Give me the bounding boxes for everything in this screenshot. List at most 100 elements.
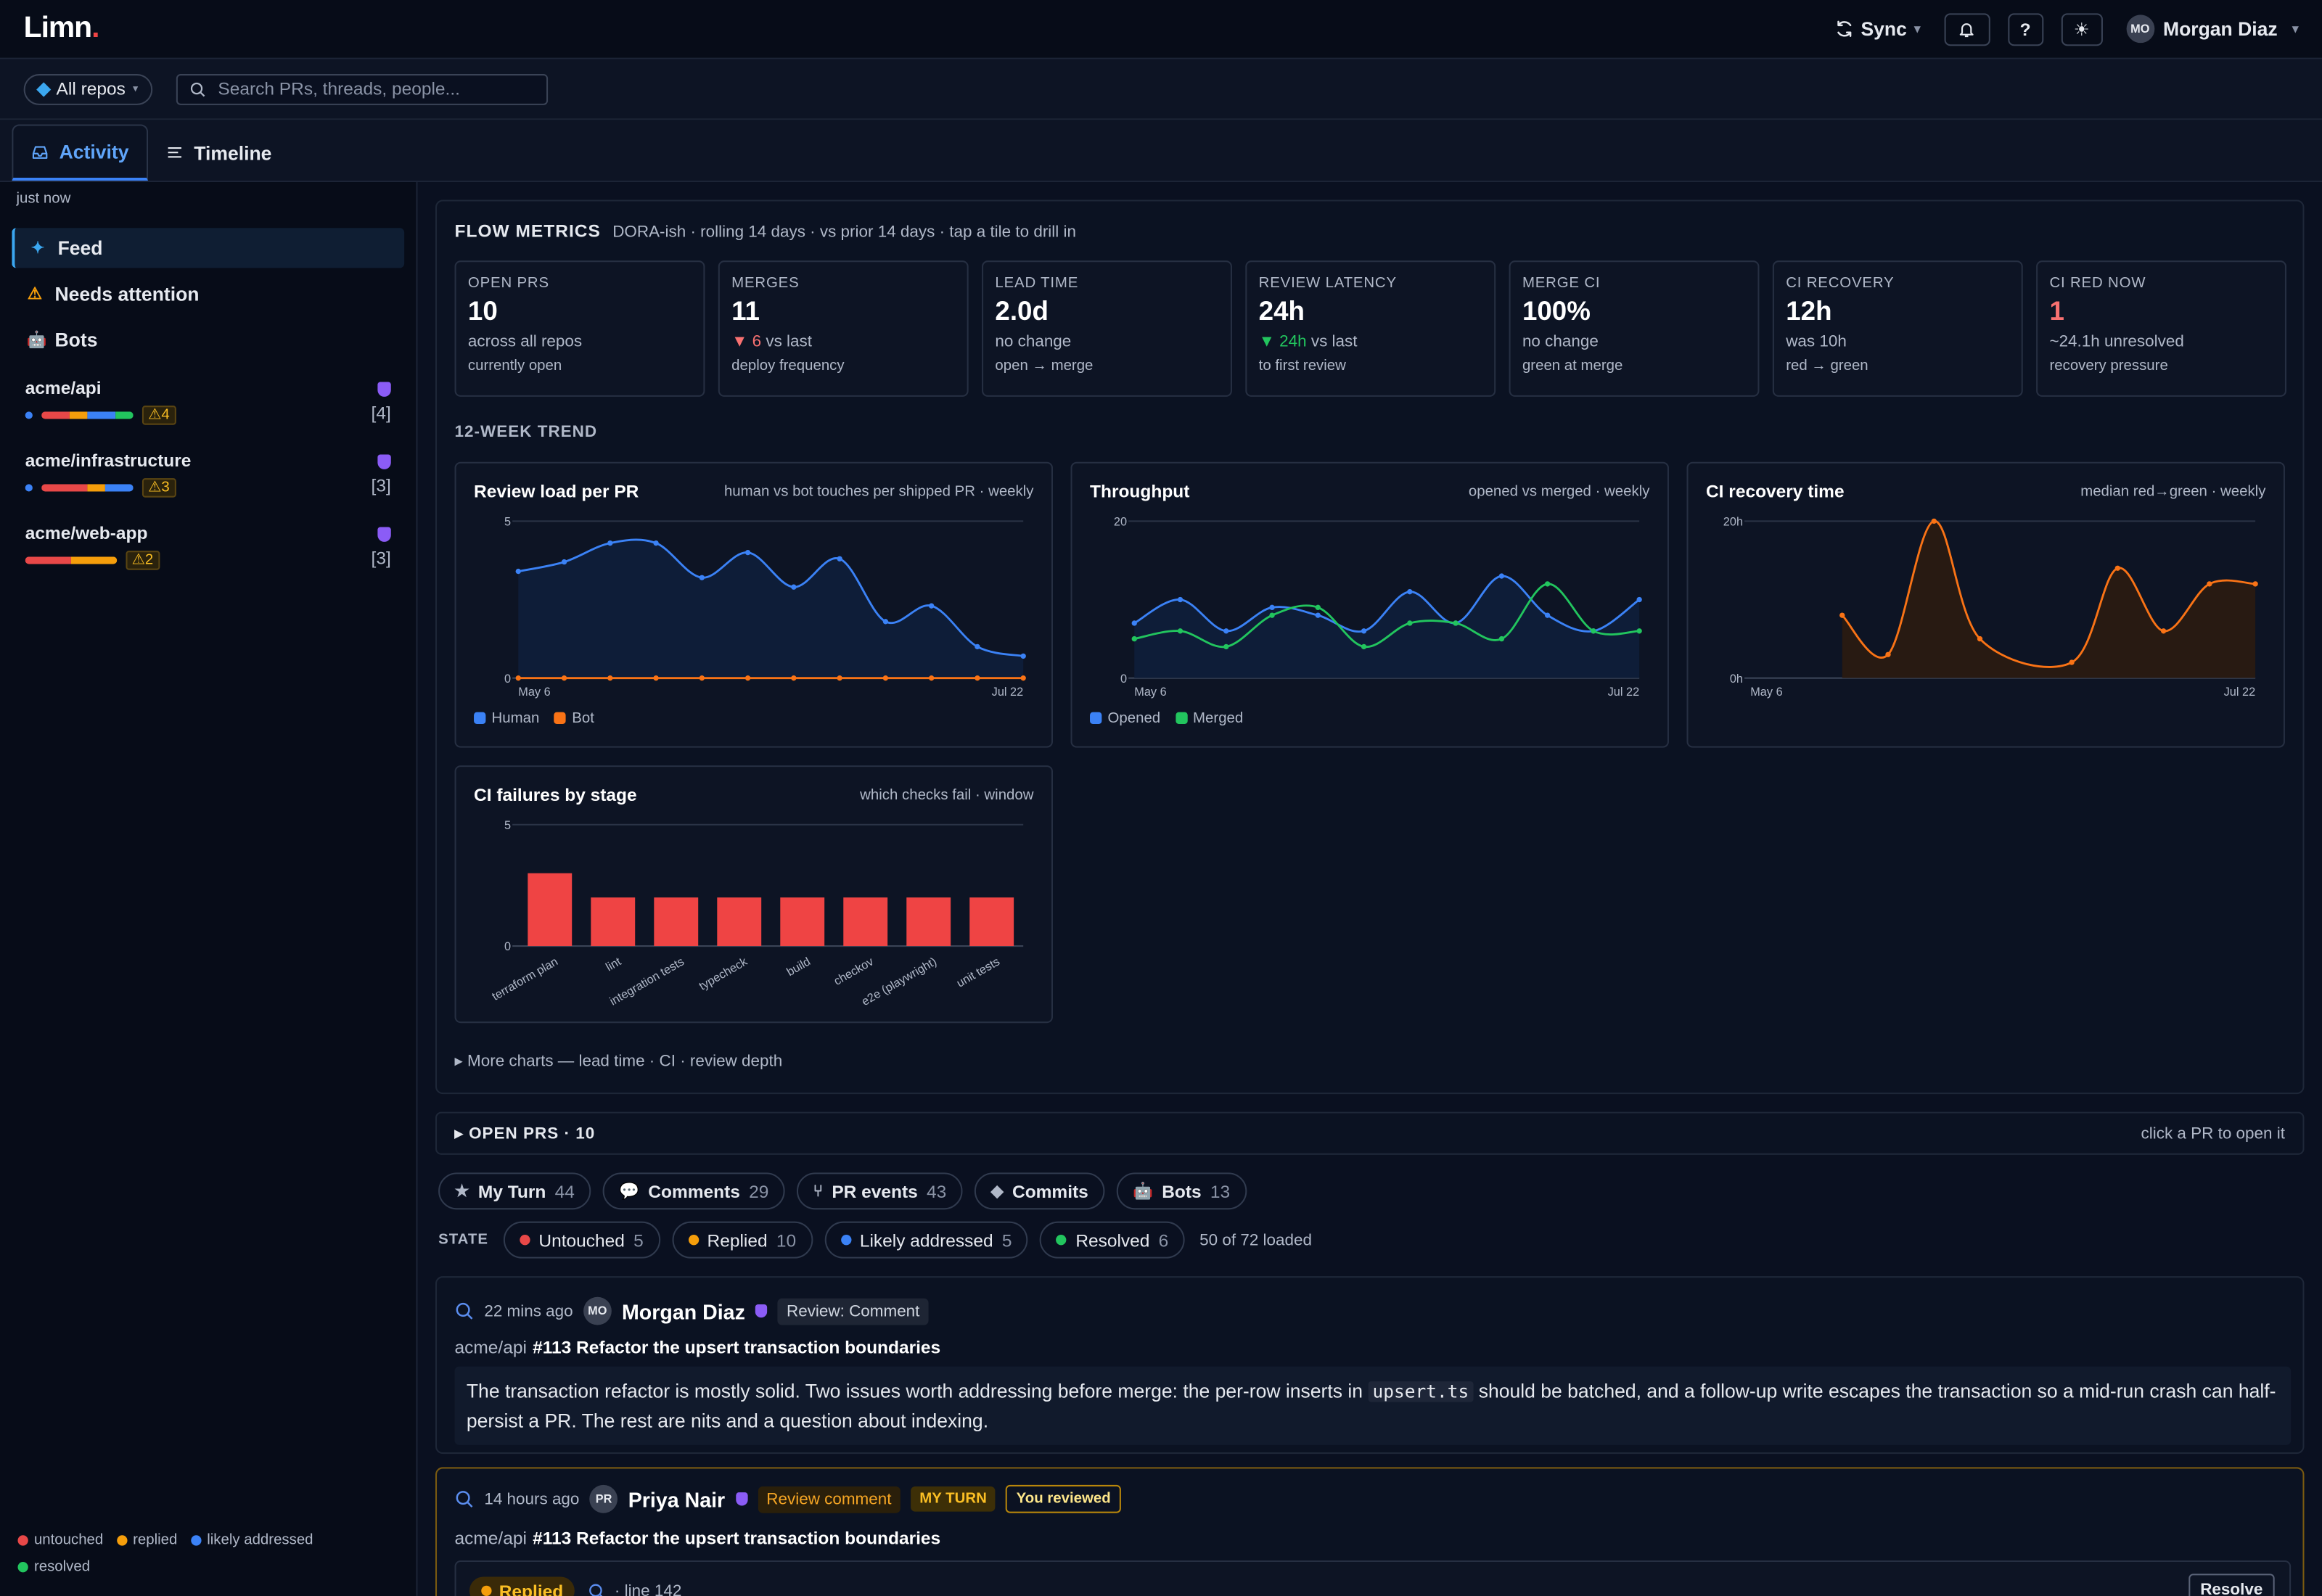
sidebar-repo[interactable]: acme/web-app ⚠2 [3] bbox=[0, 522, 416, 577]
feed-item[interactable]: 22 mins ago MO Morgan Diaz Review: Comme… bbox=[435, 1276, 2305, 1455]
state-chip[interactable]: Likely addressed 5 bbox=[824, 1221, 1029, 1259]
x-tick-label: Jul 22 bbox=[2224, 686, 2256, 699]
pr-reference[interactable]: acme/api #113 Refactor the upsert transac… bbox=[455, 1337, 941, 1358]
repo-name: acme/web-app bbox=[25, 522, 148, 543]
metric-tile[interactable]: CI RED NOW 1 ~24.1h unresolved recovery pre… bbox=[2036, 260, 2286, 397]
app-logo[interactable]: Limn. bbox=[23, 12, 100, 45]
sidebar-item-label: Feed bbox=[57, 236, 103, 260]
state-chip[interactable]: Untouched 5 bbox=[503, 1221, 660, 1259]
chart-ci-recovery[interactable]: CI recovery time median red→green · weekl… bbox=[1686, 461, 2285, 748]
sidebar: just now ✦ Feed ⚠ Needs attention 🤖 Bots… bbox=[0, 182, 418, 1596]
metric-tile[interactable]: CI RECOVERY 12h was 10h red → green bbox=[1772, 260, 2023, 397]
kind-chip[interactable]: 🤖 Bots 13 bbox=[1116, 1172, 1247, 1210]
search-input[interactable]: Search PRs, threads, people... bbox=[176, 73, 549, 104]
sidebar-item-needs-attention[interactable]: ⚠ Needs attention bbox=[12, 274, 404, 314]
data-point bbox=[882, 619, 889, 625]
repo-icon bbox=[36, 81, 52, 96]
tab-timeline[interactable]: Timeline bbox=[148, 124, 290, 181]
data-point bbox=[1131, 620, 1137, 626]
x-tick-label: May 6 bbox=[1750, 686, 1782, 699]
state-dot bbox=[519, 1235, 530, 1246]
metric-tile[interactable]: REVIEW LATENCY 24h ▼ 24h vs last to first r… bbox=[1245, 260, 1496, 397]
theme-toggle[interactable]: ☀ bbox=[2061, 12, 2103, 46]
warning-count-badge: ⚠2 bbox=[126, 551, 160, 570]
data-point bbox=[1269, 612, 1275, 618]
data-point bbox=[1407, 589, 1413, 595]
data-point bbox=[653, 675, 659, 681]
inbox-icon bbox=[32, 145, 48, 158]
chart-throughput[interactable]: Throughput opened vs merged · weekly 20 0 Ma… bbox=[1070, 461, 1669, 748]
y-tick-label: 5 bbox=[504, 819, 511, 832]
data-point bbox=[515, 568, 521, 575]
data-point bbox=[1977, 635, 1983, 642]
repo-selector[interactable]: All repos ▾ bbox=[23, 73, 153, 104]
kind-chip[interactable]: 💬 Comments 29 bbox=[602, 1172, 785, 1210]
state-chip-replied[interactable]: Replied bbox=[469, 1576, 575, 1596]
kind-chip[interactable]: ⑂ PR events 43 bbox=[797, 1172, 963, 1210]
chip-label: My Turn bbox=[477, 1180, 546, 1202]
bar[interactable] bbox=[906, 897, 951, 947]
bar[interactable] bbox=[654, 897, 699, 947]
kind-chip[interactable]: ◆ Commits bbox=[975, 1172, 1105, 1210]
sidebar-item-bots[interactable]: 🤖 Bots bbox=[12, 320, 404, 360]
metric-tile[interactable]: MERGES 11 ▼ 6 vs last deploy frequency bbox=[718, 260, 969, 397]
activity-dot bbox=[25, 484, 33, 492]
data-point bbox=[561, 675, 567, 681]
more-charts-toggle[interactable]: ▸ More charts — lead time · CI · review … bbox=[454, 1053, 783, 1071]
bar[interactable] bbox=[969, 897, 1014, 947]
metric-tile[interactable]: OPEN PRS 10 across all repos currently open bbox=[454, 260, 705, 397]
bar[interactable] bbox=[717, 897, 762, 947]
bar[interactable] bbox=[843, 897, 888, 947]
y-tick-label: 0 bbox=[1120, 672, 1127, 686]
bar[interactable] bbox=[591, 897, 636, 947]
sidebar-repo[interactable]: acme/infrastructure ⚠3 [3] bbox=[0, 450, 416, 505]
user-menu[interactable]: MO Morgan Diaz ▾ bbox=[2125, 15, 2298, 44]
sun-icon: ☀ bbox=[2073, 18, 2090, 40]
chart-plot: 20 0 May 6 Jul 22 bbox=[1114, 515, 1642, 699]
chart-legend: Opened Merged bbox=[1090, 711, 1243, 727]
chart-title: CI failures by stage bbox=[474, 784, 637, 806]
kind-chip[interactable]: ★ My Turn 44 bbox=[438, 1172, 591, 1210]
state-chip[interactable]: Resolved 6 bbox=[1040, 1221, 1185, 1259]
warning-icon: ⚠ bbox=[27, 285, 43, 304]
legend-label: Merged bbox=[1193, 710, 1244, 728]
sync-button[interactable]: Sync ▾ bbox=[1834, 17, 1921, 40]
author-name[interactable]: Priya Nair bbox=[628, 1486, 726, 1511]
metric-delta: across all repos bbox=[467, 333, 583, 351]
user-name: Morgan Diaz bbox=[2162, 17, 2278, 41]
metric-caption: to first review bbox=[1258, 358, 1346, 375]
x-tick-label: terraform plan bbox=[490, 955, 560, 1003]
data-point bbox=[607, 540, 613, 546]
metric-caption: open → merge bbox=[995, 358, 1094, 375]
chart-review-load[interactable]: Review load per PR human vs bot touches p… bbox=[454, 461, 1054, 748]
sidebar-repo[interactable]: acme/api ⚠4 [4] bbox=[0, 377, 416, 432]
tab-activity[interactable]: Activity bbox=[12, 124, 149, 181]
feed-item[interactable]: 14 hours ago PR Priya Nair Review commen… bbox=[435, 1467, 2305, 1596]
data-point bbox=[2114, 565, 2121, 571]
notifications-button[interactable] bbox=[1943, 12, 1990, 46]
author-name[interactable]: Morgan Diaz bbox=[622, 1299, 745, 1323]
help-button[interactable]: ? bbox=[2007, 12, 2043, 46]
repo-name: acme/api bbox=[25, 377, 102, 398]
open-prs-bar[interactable]: ▸ OPEN PRS · 10 click a PR to open it bbox=[435, 1111, 2305, 1155]
repo-name: acme/infrastructure bbox=[25, 450, 192, 471]
list-icon bbox=[168, 147, 181, 158]
x-tick-label: lint bbox=[604, 955, 623, 974]
metric-tile[interactable]: MERGE CI 100% no change green at merge bbox=[1509, 260, 1760, 397]
metric-label: MERGES bbox=[731, 275, 800, 292]
chevron-down-icon: ▾ bbox=[1914, 22, 1921, 36]
chart-ci-failures[interactable]: CI failures by stage which checks fail · … bbox=[454, 765, 1054, 1024]
state-chip[interactable]: Replied 10 bbox=[671, 1221, 813, 1259]
bar[interactable] bbox=[780, 897, 825, 947]
data-point bbox=[1498, 635, 1505, 642]
kind-icon: ⑂ bbox=[813, 1182, 824, 1201]
metric-tile[interactable]: LEAD TIME 2.0d no change open → merge bbox=[982, 260, 1232, 397]
sidebar-item-feed[interactable]: ✦ Feed bbox=[12, 228, 405, 268]
state-filters: STATE Untouched 5 Replied 10 Likely addressed… bbox=[438, 1221, 1312, 1259]
chip-count: 43 bbox=[926, 1180, 947, 1202]
verified-icon bbox=[377, 382, 391, 397]
resolve-button[interactable]: Resolve bbox=[2188, 1574, 2275, 1596]
pr-reference[interactable]: acme/api #113 Refactor the upsert transac… bbox=[455, 1528, 941, 1549]
legend-label: Opened bbox=[1107, 710, 1161, 728]
bar[interactable] bbox=[528, 873, 573, 947]
